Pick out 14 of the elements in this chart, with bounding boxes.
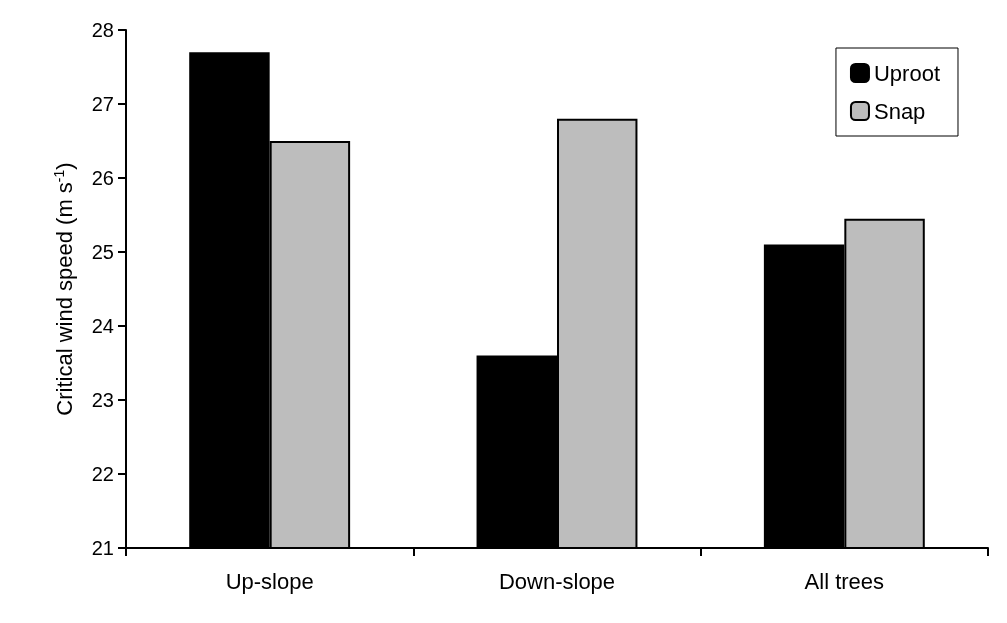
y-tick-label: 24 [91,315,114,337]
y-tick-label: 28 [91,19,114,41]
y-tick-label: 22 [91,463,114,485]
x-tick-label: All trees [804,568,885,594]
x-tick-label: Up-slope [225,568,314,594]
legend-label: Snap [873,98,926,124]
y-tick-label: 26 [91,167,114,189]
y-tick-label: 21 [91,537,114,559]
y-tick-label: 25 [91,241,114,263]
y-axis-title: Critical wind speed (m s-1) [51,162,77,416]
legend-label: Uproot [873,60,941,86]
x-tick-label: Down-slope [498,568,616,594]
y-tick-label: 23 [91,389,114,411]
y-tick-label: 27 [91,93,114,115]
